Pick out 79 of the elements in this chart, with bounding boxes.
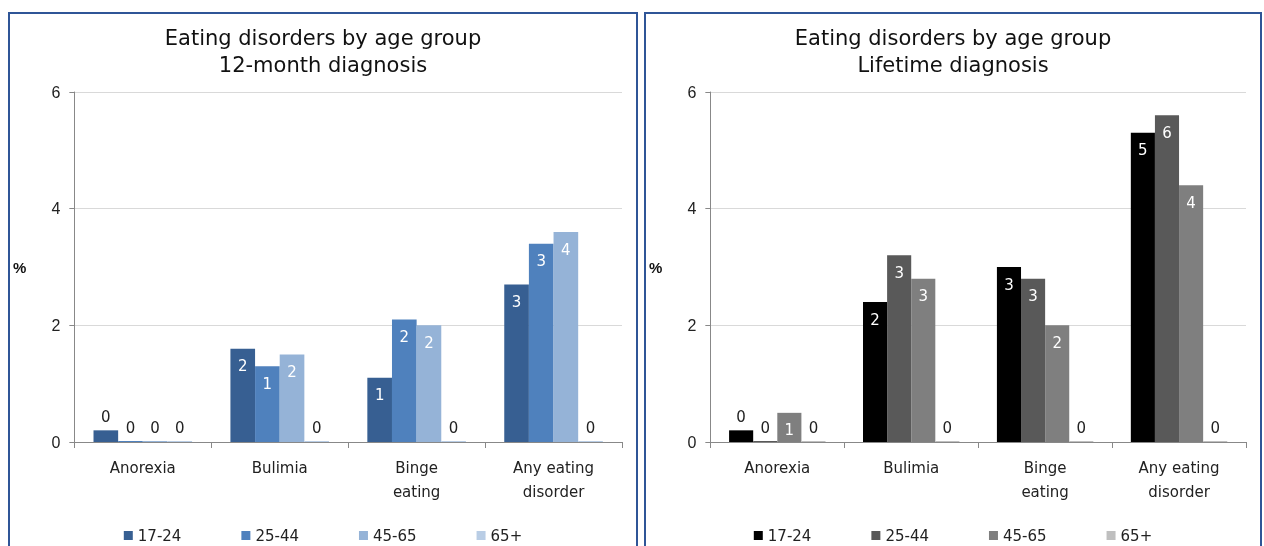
bar bbox=[367, 377, 392, 442]
bar bbox=[416, 325, 442, 442]
bar bbox=[255, 366, 280, 442]
x-tick-label: Bulimia bbox=[883, 459, 940, 477]
data-label: 3 bbox=[536, 252, 546, 271]
data-label: 0 bbox=[125, 418, 136, 437]
data-label: 2 bbox=[237, 357, 248, 376]
x-tick-label: Anorexia bbox=[744, 459, 811, 477]
data-label: 1 bbox=[262, 374, 273, 393]
data-label: 0 bbox=[760, 418, 771, 437]
data-label: 5 bbox=[1138, 141, 1148, 160]
legend-label: 45-65 bbox=[372, 526, 417, 545]
legend-label: 45-65 bbox=[1002, 526, 1047, 545]
data-label: 0 bbox=[101, 407, 111, 426]
data-label: 3 bbox=[1028, 287, 1038, 306]
legend-label: 25-44 bbox=[885, 526, 929, 545]
legend-label: 25-44 bbox=[255, 526, 299, 545]
data-label: 2 bbox=[870, 310, 880, 329]
data-label: 6 bbox=[1162, 123, 1172, 142]
y-tick-label: 6 bbox=[687, 83, 697, 101]
bar bbox=[1154, 115, 1180, 442]
chart-subtitle: 12-month diagnosis bbox=[218, 52, 428, 77]
data-label: 0 bbox=[311, 418, 322, 437]
x-tick-label: Bulimia bbox=[251, 459, 308, 477]
data-label: 3 bbox=[511, 293, 522, 311]
y-tick-label: 6 bbox=[51, 83, 61, 101]
data-label: 4 bbox=[1186, 193, 1196, 212]
bar bbox=[528, 243, 554, 442]
x-tick-label: Anorexia bbox=[109, 459, 176, 477]
bar bbox=[93, 430, 119, 442]
bar bbox=[279, 354, 305, 442]
legend-label: 65+ bbox=[1120, 526, 1153, 545]
y-axis-title: % bbox=[648, 258, 663, 276]
bar bbox=[887, 255, 912, 442]
data-label: 4 bbox=[561, 240, 571, 259]
y-tick-label: 2 bbox=[51, 316, 61, 334]
data-label: 0 bbox=[585, 418, 596, 437]
data-label: 2 bbox=[399, 328, 410, 346]
data-label: 2 bbox=[287, 363, 297, 381]
bar bbox=[230, 348, 256, 442]
bar bbox=[996, 267, 1022, 442]
bar bbox=[391, 319, 417, 442]
data-label: 0 bbox=[942, 418, 953, 437]
data-label: 1 bbox=[374, 386, 385, 405]
data-label: 2 bbox=[424, 333, 434, 352]
legend-label: 17-24 bbox=[137, 526, 182, 545]
data-label: 1 bbox=[784, 421, 795, 440]
chart-subtitle: Lifetime diagnosis bbox=[857, 52, 1049, 77]
bar bbox=[863, 302, 888, 442]
data-label: 2 bbox=[1052, 333, 1062, 352]
chart-title: Eating disorders by age group bbox=[794, 25, 1112, 50]
data-label: 0 bbox=[1210, 418, 1220, 437]
data-label: 0 bbox=[150, 418, 160, 437]
data-label: 3 bbox=[894, 263, 904, 282]
data-label: 0 bbox=[736, 407, 746, 426]
data-label: 0 bbox=[808, 418, 819, 437]
y-tick-label: 0 bbox=[51, 433, 61, 451]
bar bbox=[1021, 278, 1046, 442]
x-tick-label: Binge eating bbox=[1021, 459, 1069, 501]
x-tick-label: Any eating disorder bbox=[513, 459, 594, 501]
bar bbox=[553, 232, 579, 442]
data-label: 3 bbox=[1004, 275, 1014, 294]
y-tick-label: 2 bbox=[687, 316, 697, 334]
legend-label: 17-24 bbox=[767, 526, 812, 545]
x-tick-label: Binge eating bbox=[392, 459, 441, 501]
data-label: 0 bbox=[448, 418, 459, 437]
x-tick-label: Any eating disorder bbox=[1138, 459, 1220, 501]
y-tick-label: 0 bbox=[687, 433, 697, 451]
bar bbox=[504, 284, 529, 442]
data-label: 0 bbox=[1076, 418, 1087, 437]
y-tick-label: 4 bbox=[51, 200, 61, 218]
data-label: 3 bbox=[918, 287, 929, 306]
y-tick-label: 4 bbox=[687, 200, 697, 218]
y-axis-title: % bbox=[12, 258, 27, 276]
data-label: 0 bbox=[174, 418, 185, 437]
bar bbox=[1130, 132, 1155, 442]
legend-label: 65+ bbox=[490, 526, 523, 545]
bar bbox=[729, 430, 754, 442]
chart-title: Eating disorders by age group bbox=[164, 25, 482, 50]
